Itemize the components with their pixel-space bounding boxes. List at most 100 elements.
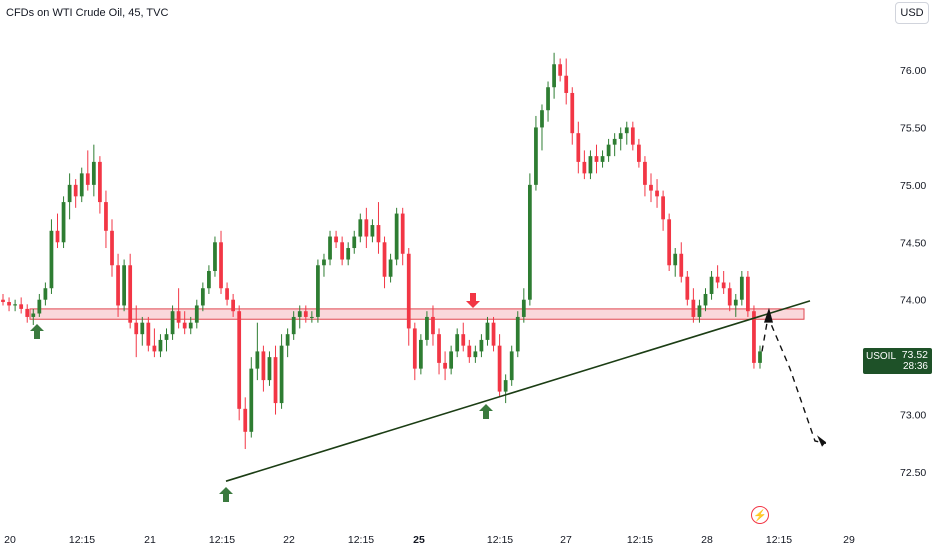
up-arrow-icon <box>30 324 44 339</box>
candle-body <box>570 92 575 134</box>
candle-body <box>673 253 678 266</box>
candle-body <box>376 225 381 243</box>
candle-body <box>685 276 690 300</box>
candle-body <box>309 316 314 318</box>
candle-body <box>618 133 623 139</box>
candle-body <box>491 322 496 346</box>
projection-arrowhead <box>764 307 773 323</box>
candle-body <box>352 236 357 249</box>
candle-body <box>733 299 738 306</box>
candle-body <box>630 127 635 145</box>
candle-body <box>285 334 290 346</box>
candle-body <box>643 161 647 185</box>
candle-body <box>25 308 30 317</box>
candle-body <box>637 144 641 162</box>
candle-body <box>612 138 617 145</box>
candle-body <box>746 276 750 312</box>
candle-body <box>194 305 199 323</box>
candle-body <box>61 202 66 243</box>
x-tick-label: 25 <box>413 534 425 546</box>
price-tag-symbol: USOIL <box>866 351 897 362</box>
candle-body <box>715 276 720 283</box>
candles <box>1 52 762 450</box>
candle-body <box>418 339 423 369</box>
candle-body <box>412 328 417 369</box>
last-price-tag: USOIL 73.52 28:36 <box>863 348 932 374</box>
candle-body <box>394 213 399 260</box>
candle-body <box>691 299 696 317</box>
candle-body <box>667 219 672 266</box>
candle-body <box>758 351 762 363</box>
time-axis[interactable]: 20 12:15 21 12:15 22 12:15 25 12:15 27 12:15 28 12:… <box>4 534 855 546</box>
candle-body <box>406 253 411 329</box>
candle-body <box>606 144 611 157</box>
candle-body <box>291 316 296 335</box>
candle-body <box>588 156 593 174</box>
price-tag-value: 73.52 <box>901 349 928 361</box>
lightning-icon[interactable]: ⚡ <box>751 506 769 524</box>
candle-body <box>79 173 84 197</box>
candle-body <box>328 236 332 260</box>
projection-arrowhead-end <box>817 435 826 447</box>
candle-body <box>91 161 96 185</box>
candle-body <box>558 64 563 76</box>
candle-body <box>19 304 24 309</box>
candle-body <box>679 253 684 277</box>
candle-body <box>188 322 193 329</box>
candle-body <box>297 311 302 317</box>
candle-body <box>200 288 205 306</box>
price-tag-countdown: 28:36 <box>902 361 928 372</box>
candle-body <box>455 334 460 352</box>
x-tick-label: 12:15 <box>487 534 513 546</box>
candle-body <box>382 242 387 277</box>
candle-body <box>425 316 429 340</box>
candle-body <box>152 345 157 352</box>
y-tick-label: 74.50 <box>900 237 926 249</box>
candle-body <box>110 230 114 266</box>
candle-body <box>467 345 472 358</box>
candle-body <box>176 311 181 323</box>
support-zone <box>29 308 805 320</box>
candle-body <box>225 288 229 300</box>
support-zone-rect <box>29 308 805 320</box>
candle-body <box>515 316 520 352</box>
candle-body <box>128 265 133 323</box>
candle-body <box>146 322 151 346</box>
candle-body <box>485 322 490 340</box>
candle-body <box>709 276 714 294</box>
candle-body <box>134 322 139 335</box>
candle-body <box>443 362 447 369</box>
y-tick-label: 76.00 <box>900 65 926 77</box>
candle-body <box>346 248 351 260</box>
up-arrow-icon <box>479 404 493 419</box>
x-tick-label: 12:15 <box>766 534 792 546</box>
candle-body <box>182 322 187 329</box>
x-tick-label: 21 <box>144 534 156 546</box>
x-tick-label: 27 <box>560 534 572 546</box>
candle-body <box>31 313 36 317</box>
candle-body <box>98 161 102 203</box>
candle-body <box>243 408 248 432</box>
candle-body <box>231 299 236 312</box>
candle-body <box>576 133 581 162</box>
candle-body <box>546 87 550 111</box>
candle-body <box>388 259 393 277</box>
candle-body <box>13 304 17 306</box>
candle-body <box>739 276 744 300</box>
candle-body <box>213 242 217 271</box>
x-tick-label: 22 <box>283 534 295 546</box>
projection-path <box>761 314 827 444</box>
candle-body <box>267 357 272 381</box>
candle-body <box>261 351 266 381</box>
candle-body <box>358 219 363 237</box>
candle-body <box>334 236 338 243</box>
candle-body <box>37 299 42 314</box>
candle-body <box>431 316 435 335</box>
candle-body <box>752 311 756 363</box>
candle-body <box>703 293 708 306</box>
currency-button[interactable]: USD <box>895 2 929 24</box>
candle-body <box>7 302 11 306</box>
candle-body <box>437 334 441 363</box>
